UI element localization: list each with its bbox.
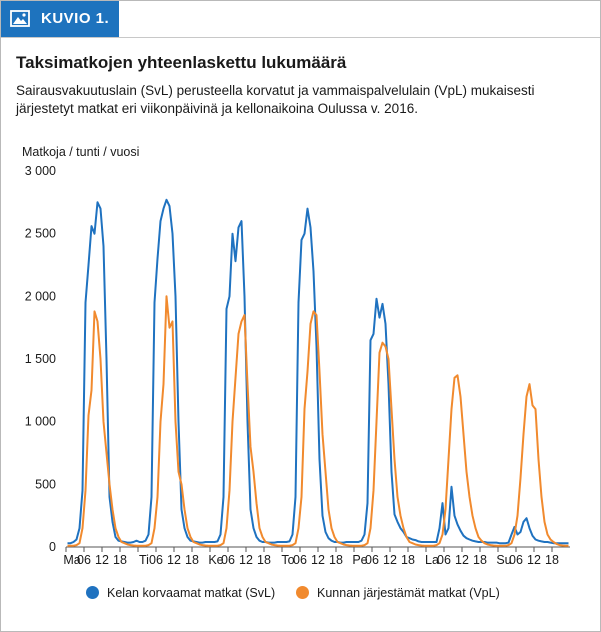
x-tick-label: Ke	[208, 553, 223, 567]
figure-header: KUVIO 1.	[1, 1, 600, 38]
x-tick-label: 18	[185, 553, 199, 567]
legend-item-svl: Kelan korvaamat matkat (SvL)	[86, 586, 275, 600]
x-tick-label: 18	[113, 553, 127, 567]
y-axis-label: Matkoja / tunti / vuosi	[22, 145, 140, 159]
y-tick-label: 1 500	[25, 352, 56, 366]
x-tick-label: 06	[437, 553, 451, 567]
chart-title: Taksimatkojen yhteenlaskettu lukumäärä	[16, 53, 347, 72]
chart-subtitle: Sairausvakuutuslain (SvL) perusteella ko…	[16, 83, 535, 116]
x-tick-label: 18	[473, 553, 487, 567]
x-tick-label: 06	[365, 553, 379, 567]
x-tick-label: 12	[239, 553, 253, 567]
legend-swatch-svl	[86, 586, 99, 599]
y-tick-label: 2 000	[25, 289, 56, 303]
x-tick-label: La	[425, 553, 439, 567]
series-line-svl	[67, 198, 569, 545]
x-tick-label: 12	[455, 553, 469, 567]
y-tick-label: 2 500	[25, 227, 56, 241]
x-tick-label: 06	[509, 553, 523, 567]
x-tick-label: 12	[167, 553, 181, 567]
legend-swatch-vpl	[296, 586, 309, 599]
x-tick-label: To	[281, 553, 294, 567]
legend-item-vpl: Kunnan järjestämät matkat (VpL)	[296, 586, 500, 600]
x-tick-label: Ti	[139, 553, 149, 567]
x-tick-label: 12	[527, 553, 541, 567]
legend-label-vpl: Kunnan järjestämät matkat (VpL)	[317, 586, 500, 600]
x-tick-label: 18	[329, 553, 343, 567]
figure-label: KUVIO 1.	[41, 10, 110, 27]
x-tick-label: 12	[95, 553, 109, 567]
x-tick-label: Ma	[63, 553, 80, 567]
x-tick-label: 06	[77, 553, 91, 567]
image-icon	[10, 10, 30, 27]
y-tick-label: 3 000	[25, 164, 56, 178]
series-line-vpl	[67, 295, 569, 547]
x-tick-label: 18	[545, 553, 559, 567]
x-tick-label: 18	[257, 553, 271, 567]
x-tick-label: 18	[401, 553, 415, 567]
y-tick-label: 1 000	[25, 415, 56, 429]
x-tick-label: Su	[496, 553, 511, 567]
figure-label-tab: KUVIO 1.	[1, 1, 119, 37]
x-tick-label: 06	[293, 553, 307, 567]
legend-label-svl: Kelan korvaamat matkat (SvL)	[107, 586, 276, 600]
x-tick-label: 12	[311, 553, 325, 567]
x-tick-label: Pe	[352, 553, 367, 567]
y-tick-label: 500	[35, 477, 56, 491]
x-tick-label: 06	[221, 553, 235, 567]
x-tick-label: 06	[149, 553, 163, 567]
x-tick-label: 12	[383, 553, 397, 567]
y-tick-label: 0	[49, 540, 56, 554]
